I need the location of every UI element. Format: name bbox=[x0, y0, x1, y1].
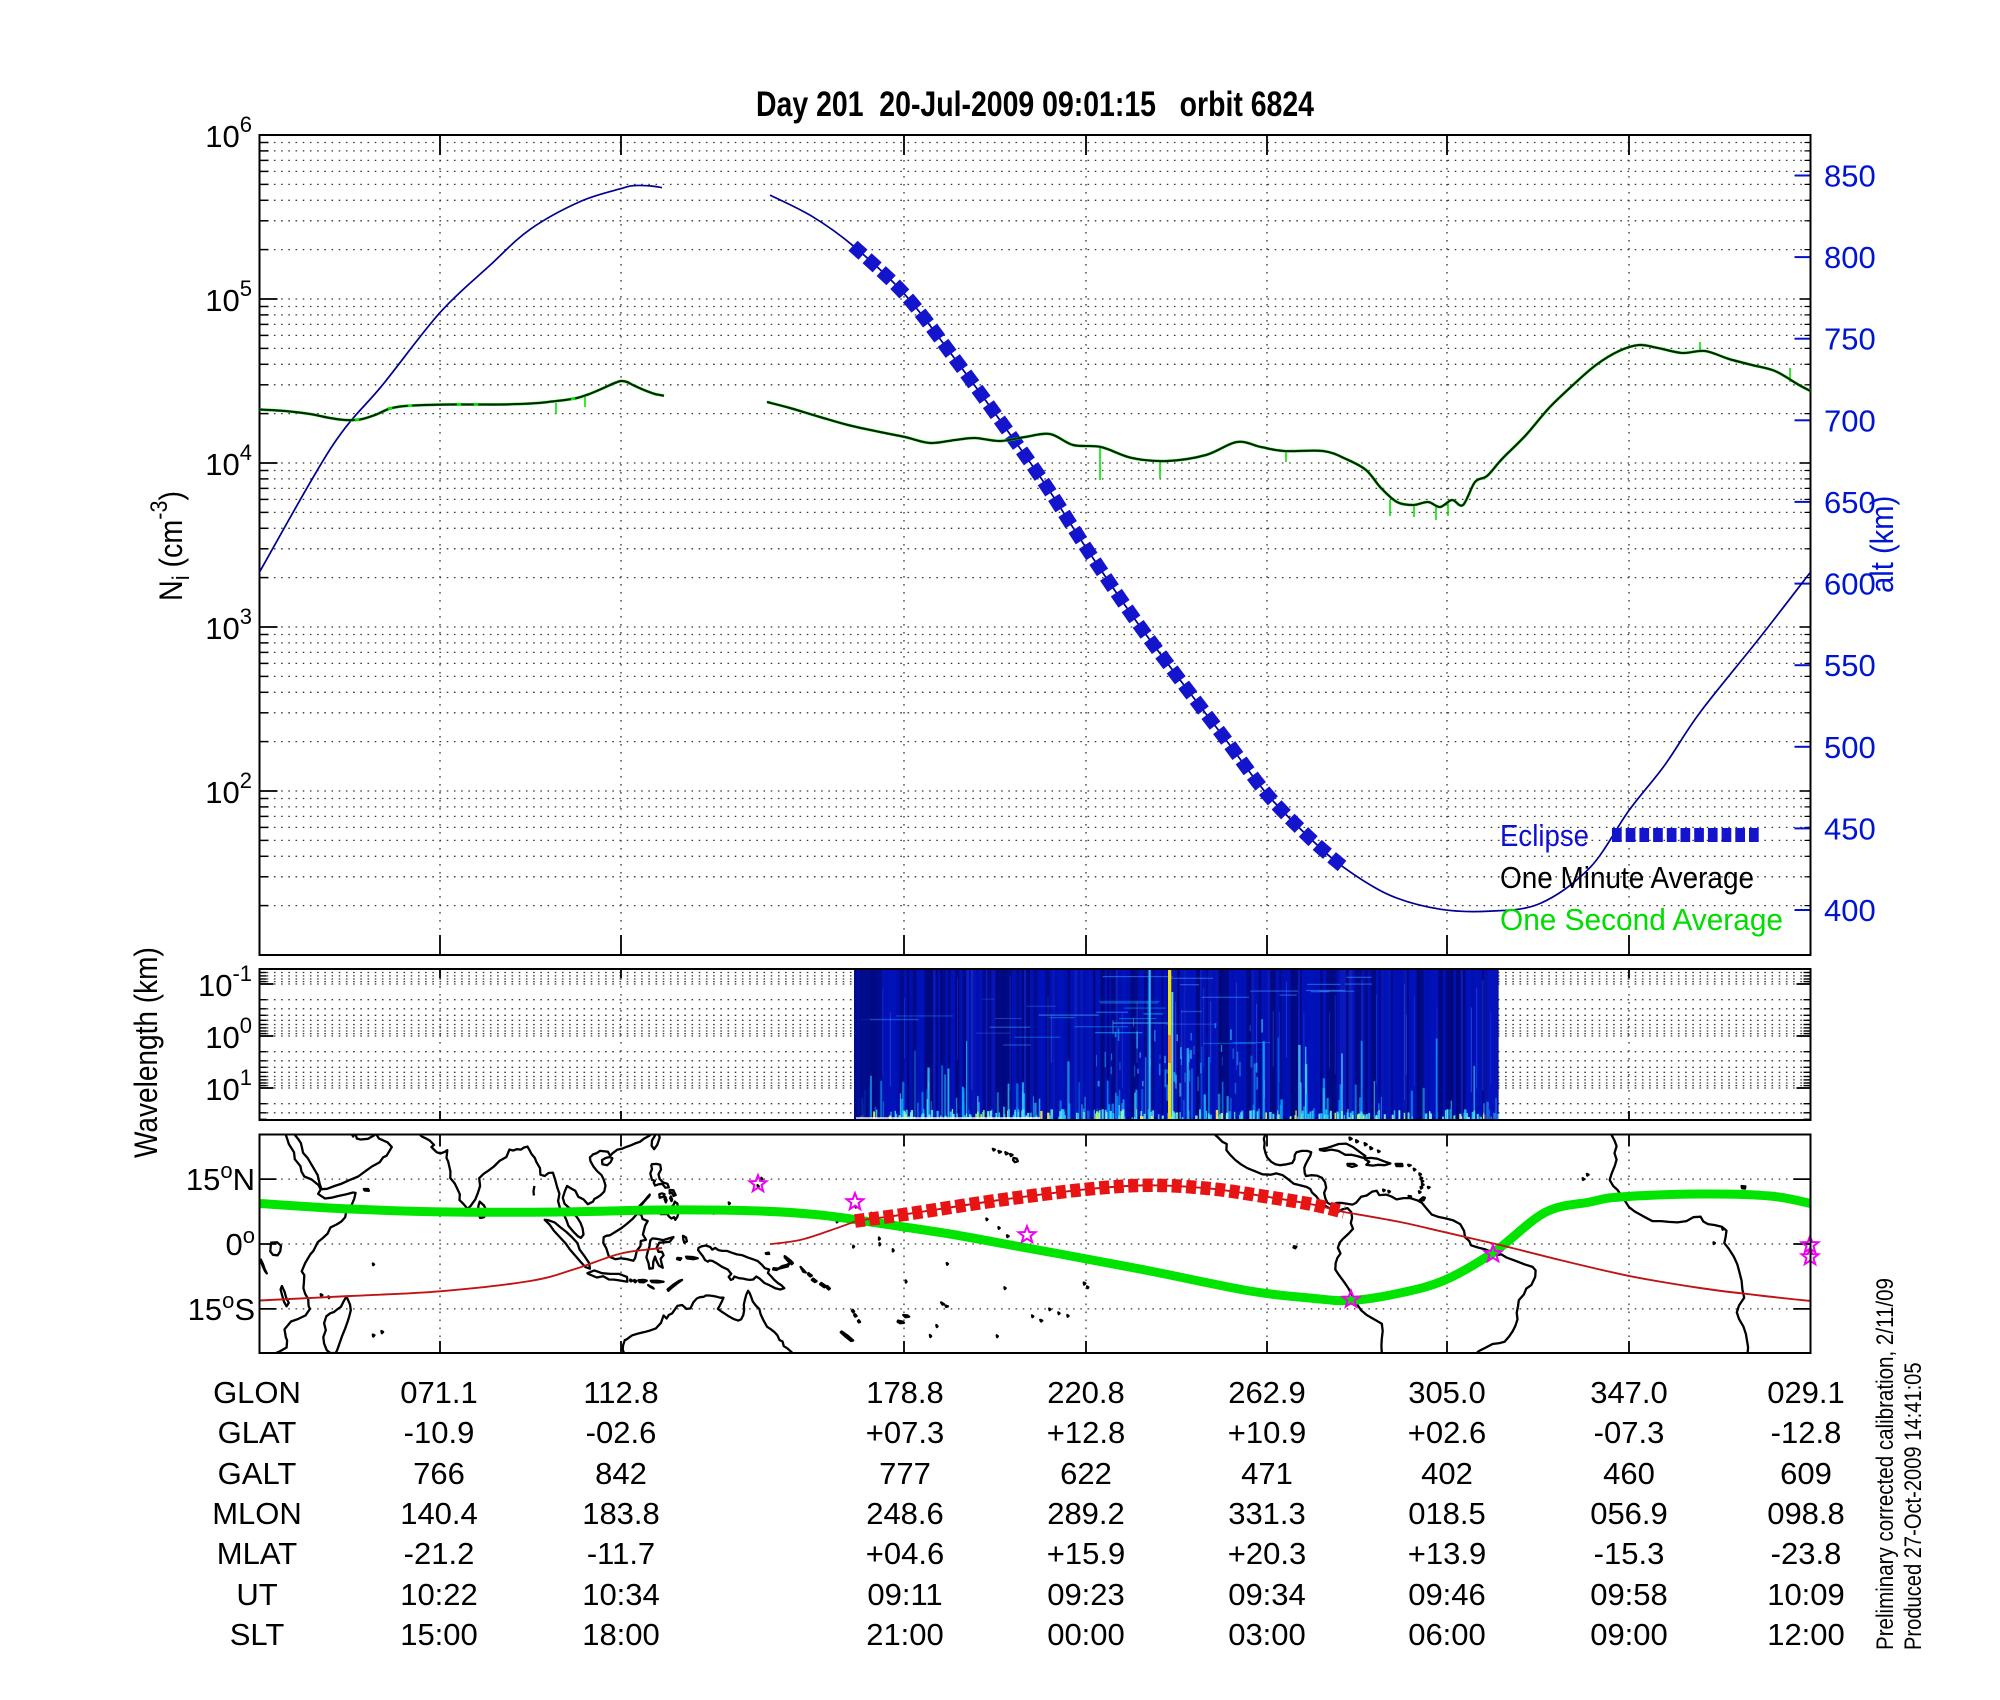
svg-text:056.9: 056.9 bbox=[1590, 1496, 1668, 1531]
svg-text:-07.3: -07.3 bbox=[1594, 1415, 1665, 1450]
svg-text:Day 201 20-Jul-2009 09:01:15: Day 201 20-Jul-2009 09:01:15 orbit 6824 bbox=[756, 85, 1314, 124]
svg-text:500: 500 bbox=[1824, 730, 1876, 765]
svg-text:Produced 27-Oct-2009 14:41:05: Produced 27-Oct-2009 14:41:05 bbox=[1899, 1362, 1926, 1650]
svg-text:09:23: 09:23 bbox=[1047, 1577, 1125, 1612]
svg-text:098.8: 098.8 bbox=[1767, 1496, 1845, 1531]
svg-text:GLAT: GLAT bbox=[218, 1415, 297, 1450]
svg-text:One Second Average: One Second Average bbox=[1500, 902, 1783, 937]
svg-text:09:34: 09:34 bbox=[1228, 1577, 1306, 1612]
svg-text:766: 766 bbox=[413, 1456, 465, 1491]
svg-text:178.8: 178.8 bbox=[866, 1375, 944, 1410]
svg-text:220.8: 220.8 bbox=[1047, 1375, 1125, 1410]
svg-text:+15.9: +15.9 bbox=[1047, 1536, 1125, 1571]
svg-text:622: 622 bbox=[1060, 1456, 1112, 1491]
svg-text:600: 600 bbox=[1824, 567, 1876, 602]
svg-text:140.4: 140.4 bbox=[400, 1496, 478, 1531]
svg-text:+04.6: +04.6 bbox=[866, 1536, 944, 1571]
svg-text:018.5: 018.5 bbox=[1408, 1496, 1486, 1531]
svg-text:UT: UT bbox=[236, 1577, 277, 1612]
svg-text:112.8: 112.8 bbox=[583, 1375, 658, 1410]
svg-text:+20.3: +20.3 bbox=[1228, 1536, 1306, 1571]
svg-text:Preliminary corrected calibrat: Preliminary corrected calibration, 2/11/… bbox=[1872, 1278, 1899, 1650]
svg-text:00:00: 00:00 bbox=[1047, 1617, 1125, 1652]
svg-text:15:00: 15:00 bbox=[400, 1617, 478, 1652]
svg-text:-10.9: -10.9 bbox=[404, 1415, 475, 1450]
svg-text:460: 460 bbox=[1603, 1456, 1655, 1491]
svg-text:071.1: 071.1 bbox=[400, 1375, 478, 1410]
svg-text:+02.6: +02.6 bbox=[1408, 1415, 1486, 1450]
svg-text:331.3: 331.3 bbox=[1228, 1496, 1306, 1531]
svg-text:10:34: 10:34 bbox=[582, 1577, 660, 1612]
svg-text:+10.9: +10.9 bbox=[1228, 1415, 1306, 1450]
svg-text:609: 609 bbox=[1780, 1456, 1832, 1491]
svg-text:103: 103 bbox=[205, 604, 252, 646]
svg-text:10-1: 10-1 bbox=[198, 961, 252, 1003]
svg-text:262.9: 262.9 bbox=[1228, 1375, 1306, 1410]
svg-text:15oN: 15oN bbox=[186, 1158, 255, 1197]
svg-text:-21.2: -21.2 bbox=[404, 1536, 475, 1571]
svg-text:305.0: 305.0 bbox=[1408, 1375, 1486, 1410]
svg-text:650: 650 bbox=[1824, 485, 1876, 520]
svg-text:029.1: 029.1 bbox=[1767, 1375, 1845, 1410]
svg-text:471: 471 bbox=[1241, 1456, 1293, 1491]
svg-text:09:46: 09:46 bbox=[1408, 1577, 1486, 1612]
svg-text:+12.8: +12.8 bbox=[1047, 1415, 1125, 1450]
svg-text:550: 550 bbox=[1824, 648, 1876, 683]
svg-text:248.6: 248.6 bbox=[866, 1496, 944, 1531]
svg-text:-02.6: -02.6 bbox=[586, 1415, 657, 1450]
svg-text:15oS: 15oS bbox=[188, 1288, 255, 1327]
svg-text:Eclipse: Eclipse bbox=[1500, 818, 1589, 853]
svg-text:+13.9: +13.9 bbox=[1408, 1536, 1486, 1571]
svg-text:777: 777 bbox=[879, 1456, 931, 1491]
svg-text:700: 700 bbox=[1824, 403, 1876, 438]
svg-text:0o: 0o bbox=[226, 1223, 256, 1262]
svg-text:-15.3: -15.3 bbox=[1594, 1536, 1665, 1571]
svg-text:+07.3: +07.3 bbox=[866, 1415, 944, 1450]
svg-text:03:00: 03:00 bbox=[1228, 1617, 1306, 1652]
svg-text:402: 402 bbox=[1421, 1456, 1473, 1491]
svg-text:400: 400 bbox=[1824, 893, 1876, 928]
svg-text:09:58: 09:58 bbox=[1590, 1577, 1668, 1612]
svg-text:105: 105 bbox=[205, 276, 252, 318]
svg-text:MLAT: MLAT bbox=[217, 1536, 297, 1571]
svg-text:Ni (cm-3): Ni (cm-3) bbox=[146, 491, 195, 601]
svg-text:18:00: 18:00 bbox=[582, 1617, 660, 1652]
svg-text:750: 750 bbox=[1824, 322, 1876, 357]
svg-text:102: 102 bbox=[205, 768, 252, 810]
svg-text:104: 104 bbox=[205, 440, 252, 482]
svg-text:GALT: GALT bbox=[218, 1456, 297, 1491]
svg-text:-12.8: -12.8 bbox=[1771, 1415, 1842, 1450]
svg-text:183.8: 183.8 bbox=[582, 1496, 660, 1531]
svg-text:09:11: 09:11 bbox=[867, 1577, 942, 1612]
svg-text:09:00: 09:00 bbox=[1590, 1617, 1668, 1652]
svg-text:450: 450 bbox=[1824, 811, 1876, 846]
svg-text:Wavelength (km): Wavelength (km) bbox=[129, 947, 164, 1158]
svg-text:850: 850 bbox=[1824, 159, 1876, 194]
svg-text:100: 100 bbox=[205, 1013, 252, 1055]
svg-text:GLON: GLON bbox=[213, 1375, 301, 1410]
svg-text:12:00: 12:00 bbox=[1767, 1617, 1845, 1652]
svg-text:MLON: MLON bbox=[212, 1496, 302, 1531]
svg-text:106: 106 bbox=[205, 112, 252, 154]
svg-text:800: 800 bbox=[1824, 240, 1876, 275]
svg-text:21:00: 21:00 bbox=[866, 1617, 944, 1652]
svg-text:SLT: SLT bbox=[230, 1617, 285, 1652]
svg-text:10:22: 10:22 bbox=[400, 1577, 478, 1612]
svg-text:289.2: 289.2 bbox=[1047, 1496, 1125, 1531]
svg-text:10:09: 10:09 bbox=[1767, 1577, 1845, 1612]
svg-text:-11.7: -11.7 bbox=[587, 1536, 655, 1571]
svg-text:One Minute Average: One Minute Average bbox=[1500, 860, 1754, 895]
svg-text:347.0: 347.0 bbox=[1590, 1375, 1668, 1410]
svg-text:101: 101 bbox=[205, 1065, 252, 1107]
svg-text:-23.8: -23.8 bbox=[1771, 1536, 1842, 1571]
svg-text:06:00: 06:00 bbox=[1408, 1617, 1486, 1652]
svg-text:842: 842 bbox=[595, 1456, 647, 1491]
svg-text:alt (km): alt (km) bbox=[1865, 496, 1901, 593]
